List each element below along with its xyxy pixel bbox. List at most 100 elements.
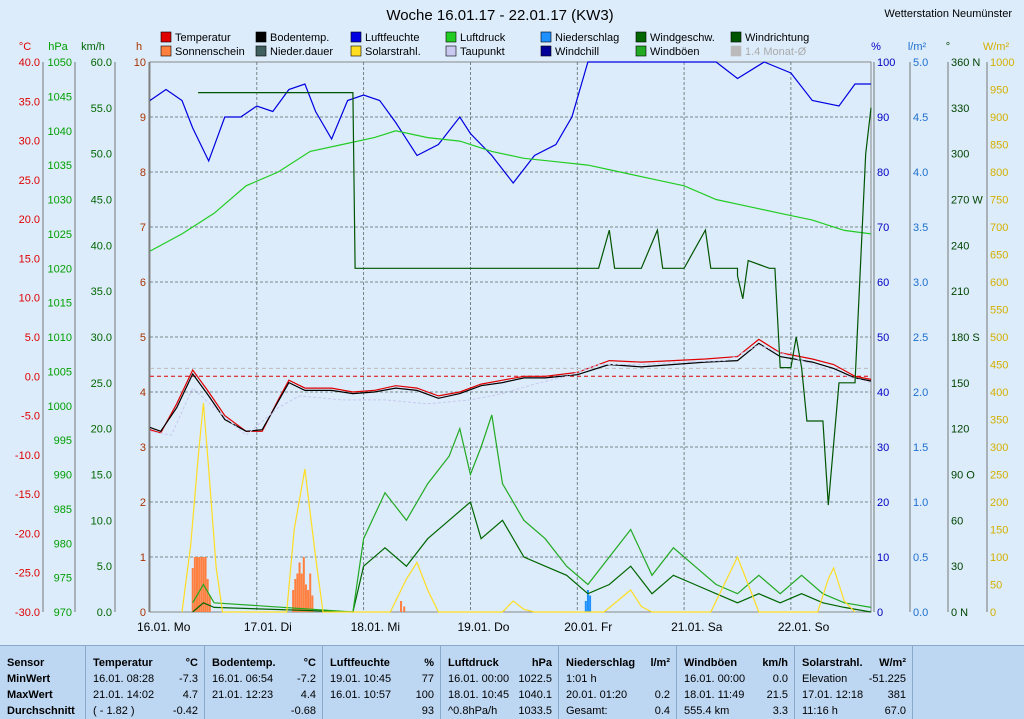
axis-tick-label: 330 [951, 103, 969, 115]
legend-label: Windgeschw. [650, 32, 715, 44]
axis-tick-label: 45.0 [91, 195, 112, 207]
axis-tick-label: 3.5 [913, 222, 928, 234]
series-line [149, 344, 872, 436]
axis-tick-label: 1005 [48, 366, 72, 378]
axis-tick-label: 50.0 [91, 149, 112, 161]
axis-unit-label: km/h [81, 41, 105, 53]
axis-tick-label: 650 [990, 250, 1008, 262]
stats-cell-time: Gesamt: [566, 705, 608, 717]
stats-header-unit: hPa [531, 657, 552, 669]
axis-tick-label: -10.0 [15, 450, 40, 462]
stats-cell-value: -0.42 [172, 705, 198, 717]
stats-cell-value: 21.5 [766, 689, 788, 701]
legend-swatch [445, 31, 457, 43]
bar [400, 601, 403, 612]
legend-swatch [255, 31, 267, 43]
stats-column: Niederschlag l/m² 1:01 h 20.01. 01:20 0.2 Ges… [559, 646, 677, 719]
stats-header-label: Solarstrahl. [802, 657, 863, 669]
stats-cell-value: -0.68 [290, 705, 316, 717]
stats-cell-time: 19.01. 10:45 [330, 673, 392, 685]
bar [309, 573, 312, 612]
stats-cell-value: 381 [887, 689, 906, 701]
stats-cell-time: 16.01. 00:00 [684, 673, 746, 685]
axis-tick-label: 4 [140, 387, 146, 399]
series-line [192, 500, 872, 613]
axis-tick-label: 70 [877, 222, 889, 234]
axis-tick-label: -5.0 [21, 411, 40, 423]
axis-tick-label: 990 [54, 470, 72, 482]
axis-tick-label: 1020 [48, 263, 72, 275]
bar [311, 595, 314, 612]
stats-cell-time: 18.01. 11:49 [684, 689, 745, 701]
axis-tick-label: 40 [877, 387, 889, 399]
stats-cell-value: 3.3 [772, 705, 788, 717]
bar [193, 557, 196, 612]
axis-tick-label: 500 [990, 332, 1008, 344]
axis-tick-label: 1015 [48, 298, 72, 310]
stats-header-label: Sensor [7, 657, 45, 669]
axis-tick-label: 985 [54, 504, 72, 516]
axis-tick-label: 5.0 [97, 561, 112, 573]
axis-tick-label: 550 [990, 305, 1008, 317]
legend-swatch [540, 45, 552, 57]
axis-tick-label: 10 [877, 552, 889, 564]
stats-column: Sensor MinWert MaxWert Durchschnitt [0, 646, 86, 719]
stats-cell-value: 4.7 [182, 689, 198, 701]
legend-label: 1.4 Monat-Ø [745, 46, 807, 58]
stats-cell-value: 1022.5 [518, 673, 552, 685]
stats-cell-value: 0.0 [772, 673, 788, 685]
axis-tick-label: 850 [990, 140, 1008, 152]
axis-unit-label: h [136, 41, 142, 53]
axis-tick-label: -15.0 [15, 489, 40, 501]
stats-row-label: MaxWert [7, 689, 53, 701]
axis-tick-label: 1045 [48, 91, 72, 103]
legend-label: Niederschlag [555, 32, 619, 44]
axis-tick-label: 5.0 [25, 332, 40, 344]
axis-tick-label: 55.0 [91, 103, 112, 115]
axis-tick-label: 6 [140, 277, 146, 289]
stats-cell-time: 1:01 h [566, 673, 597, 685]
stats-cell-value: 100 [415, 689, 434, 701]
series-line [149, 338, 872, 434]
axis-tick-label: 90 O [951, 470, 975, 482]
legend-swatch [730, 31, 742, 43]
axis-tick-label: 30 [877, 442, 889, 454]
stats-cell-value: 0.2 [654, 689, 670, 701]
statistics-table: Sensor MinWert MaxWert Durchschnitt Temperat… [0, 645, 1024, 719]
stats-header-unit: °C [185, 657, 198, 669]
stats-cell-value: -7.3 [179, 673, 198, 685]
axis-tick-label: 150 [990, 525, 1008, 537]
stats-cell-value: -51.225 [868, 673, 906, 685]
axis-tick-label: 40.0 [19, 57, 40, 69]
bar [403, 606, 406, 612]
axis-tick-label: -20.0 [15, 528, 40, 540]
bar [307, 590, 310, 612]
axis-unit-label: ° [946, 41, 950, 53]
axis-tick-label: 100 [877, 57, 895, 69]
axis-tick-label: 2.5 [913, 332, 928, 344]
axis-tick-label: 50 [877, 332, 889, 344]
axis-tick-label: 35.0 [91, 286, 112, 298]
stats-cell-value: 93 [421, 705, 434, 717]
legend-swatch [350, 31, 362, 43]
axis-tick-label: 9 [140, 112, 146, 124]
x-tick-label: 20.01. Fr [564, 620, 612, 634]
axis-tick-label: 35.0 [19, 96, 40, 108]
legend-label: Windrichtung [745, 32, 809, 44]
bar [292, 590, 295, 612]
bar [304, 584, 307, 612]
axis-tick-label: 800 [990, 167, 1008, 179]
bar-series [191, 557, 592, 612]
axis-tick-label: 0 [990, 607, 996, 619]
series-line [149, 61, 871, 184]
stats-header-unit: % [424, 657, 434, 669]
stats-header-label: Luftdruck [448, 657, 499, 669]
bar [191, 568, 194, 612]
bar [206, 579, 209, 612]
x-tick-label: 18.01. Mi [351, 620, 400, 634]
axis-tick-label: 1025 [48, 229, 72, 241]
stats-cell-time: ( - 1.82 ) [93, 705, 135, 717]
stats-cell-time: 17.01. 12:18 [802, 689, 864, 701]
axis-tick-label: 20.0 [19, 214, 40, 226]
axis-tick-label: 1.5 [913, 442, 928, 454]
